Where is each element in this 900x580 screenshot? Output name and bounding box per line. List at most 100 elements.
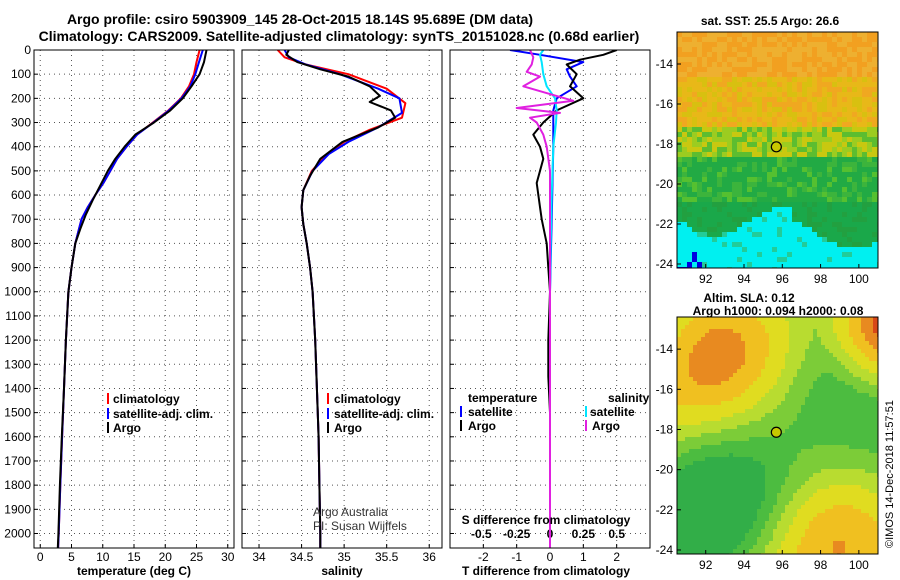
map-cell — [745, 345, 750, 350]
map-cell — [817, 237, 823, 243]
map-cell — [822, 62, 828, 68]
map-cell — [872, 162, 878, 168]
map-cell — [721, 485, 726, 490]
map-cell — [717, 77, 723, 83]
map-cell — [697, 237, 703, 243]
map-cell — [757, 345, 762, 350]
map-cell — [812, 37, 818, 43]
map-cell — [733, 369, 738, 374]
depth-tick-label: 600 — [11, 188, 31, 202]
map-cell — [873, 365, 878, 370]
map-cell — [817, 433, 822, 438]
map-cell — [821, 381, 826, 386]
map-cell — [782, 197, 788, 203]
map-cell — [782, 162, 788, 168]
map-cell — [852, 127, 858, 133]
map-cell — [837, 513, 842, 518]
map-cell — [853, 469, 858, 474]
map-cell — [867, 247, 873, 253]
map-cell — [837, 349, 842, 354]
map-cell — [817, 405, 822, 410]
map-cell — [749, 465, 754, 470]
map-cell — [689, 505, 694, 510]
map-cell — [789, 469, 794, 474]
map-cell — [757, 509, 762, 514]
map-cell — [829, 457, 834, 462]
map-cell — [847, 212, 853, 218]
map-cell — [852, 187, 858, 193]
map-cell — [769, 465, 774, 470]
sst-map[interactable]: 92 94 96 98 100-14-16-18-20-22-24 — [656, 31, 883, 286]
map-cell — [727, 202, 733, 208]
map-cell — [833, 445, 838, 450]
map-cell — [685, 345, 690, 350]
map-cell — [742, 172, 748, 178]
map-cell — [765, 401, 770, 406]
map-cell — [849, 389, 854, 394]
map-cell — [792, 242, 798, 248]
map-cell — [842, 67, 848, 73]
map-cell — [697, 381, 702, 386]
map-cell — [785, 401, 790, 406]
map-cell — [702, 117, 708, 123]
map-cell — [801, 365, 806, 370]
map-cell — [733, 441, 738, 446]
map-cell — [761, 525, 766, 530]
map-cell — [737, 377, 742, 382]
map-cell — [817, 437, 822, 442]
map-cell — [862, 142, 868, 148]
map-cell — [681, 513, 686, 518]
map-cell — [709, 321, 714, 326]
map-cell — [862, 82, 868, 88]
map-cell — [817, 489, 822, 494]
sla-map[interactable]: 92 94 96 98 100-14-16-18-20-22-24 — [656, 316, 882, 572]
map-cell — [872, 72, 878, 78]
map-cell — [821, 345, 826, 350]
map-cell — [809, 401, 814, 406]
map-cell — [849, 457, 854, 462]
map-cell — [725, 393, 730, 398]
map-cell — [797, 317, 802, 322]
map-cell — [742, 247, 748, 253]
map-cell — [853, 525, 858, 530]
map-cell — [837, 242, 843, 248]
map-cell — [865, 493, 870, 498]
map-cell — [701, 429, 706, 434]
map-cell — [829, 381, 834, 386]
map-cell — [685, 425, 690, 430]
map-cell — [827, 62, 833, 68]
map-cell — [873, 373, 878, 378]
map-cell — [677, 127, 683, 133]
map-cell — [802, 52, 808, 58]
map-cell — [692, 87, 698, 93]
map-cell — [677, 473, 682, 478]
map-cell — [757, 77, 763, 83]
map-cell — [842, 137, 848, 143]
map-cell — [701, 445, 706, 450]
map-cell — [873, 409, 878, 414]
map-cell — [847, 157, 853, 163]
map-cell — [782, 102, 788, 108]
map-cell — [682, 262, 688, 268]
map-cell — [807, 97, 813, 103]
map-cell — [747, 187, 753, 193]
map-cell — [862, 147, 868, 153]
x-tick-label-salinity: -0.25 — [503, 527, 531, 541]
map-cell — [857, 47, 863, 53]
map-cell — [849, 505, 854, 510]
map-cell — [765, 433, 770, 438]
map-cell — [829, 321, 834, 326]
map-cell — [857, 485, 862, 490]
map-cell — [757, 445, 762, 450]
map-cell — [793, 333, 798, 338]
map-cell — [821, 333, 826, 338]
map-cell — [853, 489, 858, 494]
map-cell — [873, 393, 878, 398]
x-tick-label: 20 — [159, 550, 173, 564]
map-cell — [842, 97, 848, 103]
map-cell — [753, 369, 758, 374]
map-cell — [769, 481, 774, 486]
map-cell — [761, 457, 766, 462]
map-cell — [842, 102, 848, 108]
map-cell — [761, 493, 766, 498]
